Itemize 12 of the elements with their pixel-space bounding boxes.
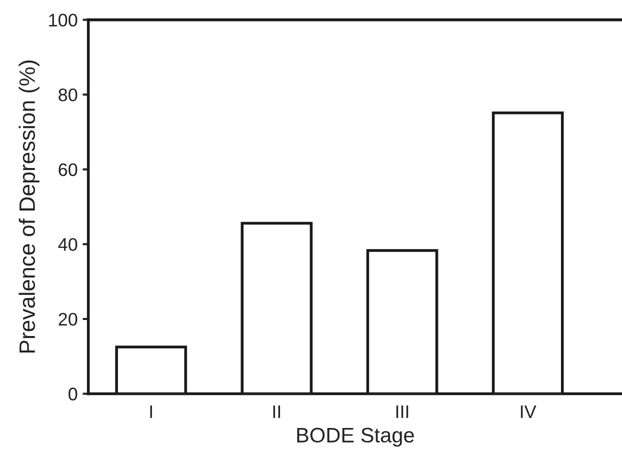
x-tick-label: IV [520, 406, 536, 418]
y-tick-label: 0 [68, 388, 78, 400]
y-axis-title: Prevalence of Depression (%) [18, 60, 40, 353]
y-tick-label: 20 [58, 312, 78, 326]
y-tick-label: 80 [58, 88, 78, 102]
y-tick-label: 40 [58, 238, 78, 251]
x-tick-label: III [396, 406, 408, 418]
x-tick-label: II [273, 406, 280, 418]
x-axis-title: BODE Stage [297, 428, 414, 447]
y-tick-label: 60 [58, 163, 78, 176]
y-tick-label: 100 [49, 14, 78, 27]
x-tick-label: I [150, 406, 152, 418]
